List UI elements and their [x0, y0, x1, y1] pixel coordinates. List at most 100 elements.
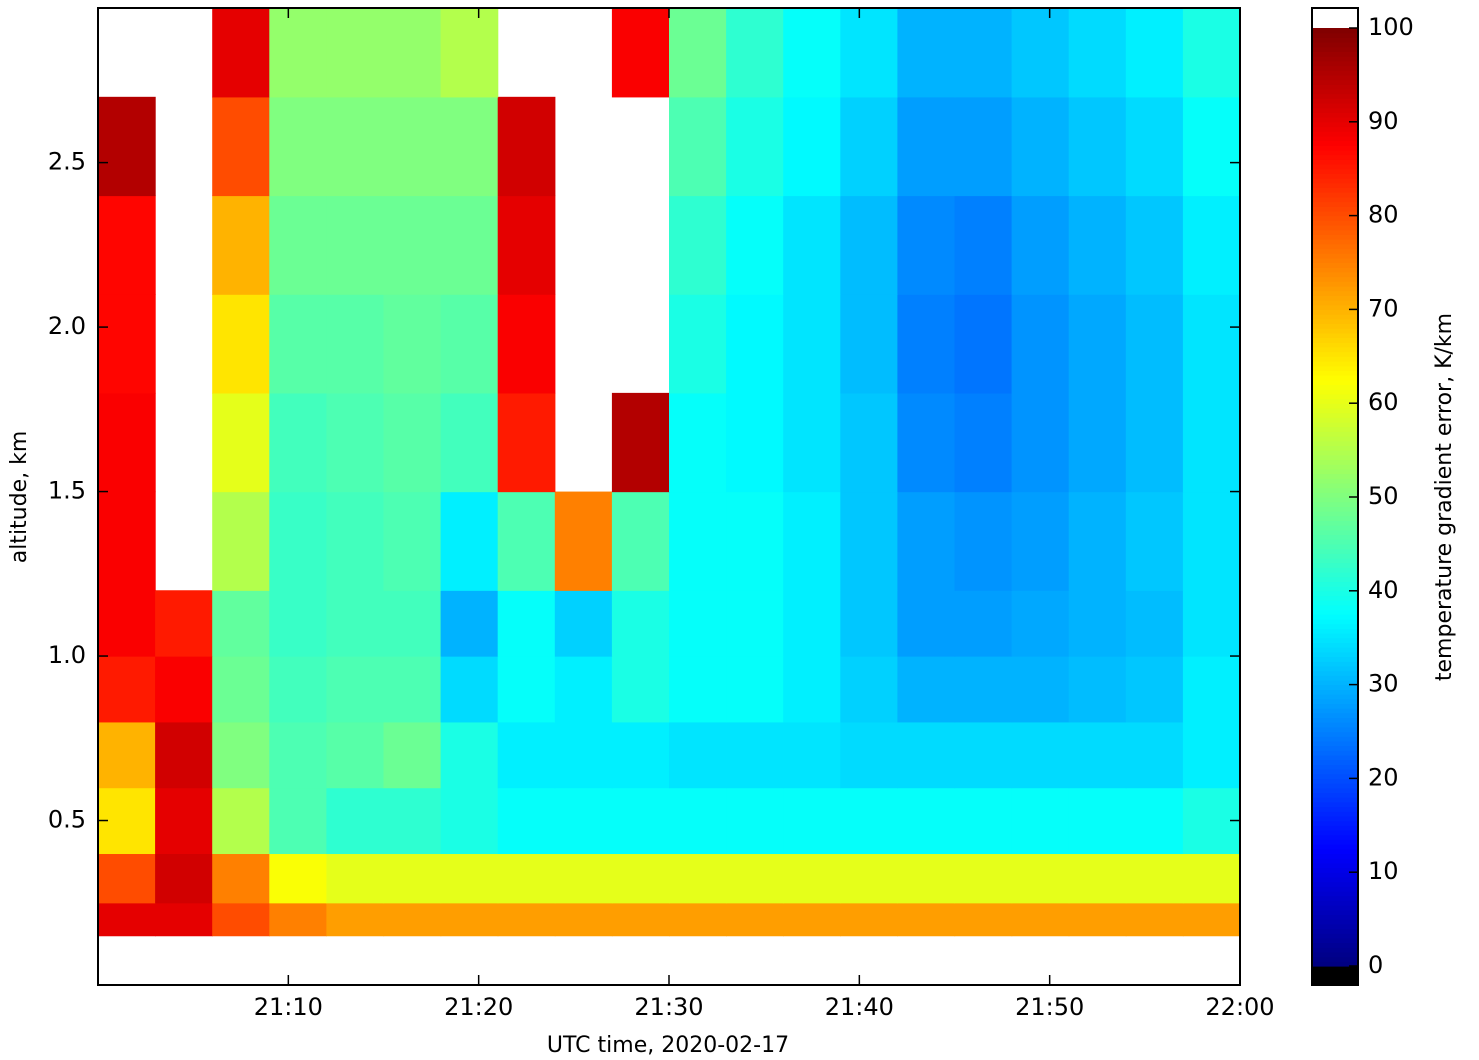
heatmap-cell [897, 656, 956, 723]
heatmap-cell [98, 294, 156, 394]
colorbar-swatch [1312, 895, 1358, 901]
colorbar-swatch [1312, 501, 1358, 507]
heatmap-cell [269, 787, 327, 855]
heatmap-cell [1182, 853, 1241, 904]
colorbar-swatch [1312, 440, 1358, 447]
colorbar-swatch [1312, 529, 1358, 536]
colorbar-tick-label: 30 [1368, 670, 1399, 698]
colorbar-swatch [1312, 84, 1358, 90]
heatmap-cell [326, 294, 385, 394]
heatmap-cell [726, 195, 784, 295]
heatmap-cell [269, 853, 327, 904]
heatmap-cell [497, 294, 556, 394]
heatmap-cell [1182, 590, 1241, 657]
colorbar-swatch [1312, 431, 1358, 437]
colorbar-swatch [1312, 839, 1358, 845]
colorbar-swatch [1312, 595, 1358, 601]
y-axis-label: altitude, km [7, 431, 32, 564]
heatmap-cell [269, 491, 327, 591]
colorbar-swatch [1312, 159, 1358, 165]
heatmap-cell [897, 721, 956, 789]
colorbar-swatch [1312, 210, 1358, 217]
heatmap-cell [783, 853, 841, 904]
heatmap-cell [669, 787, 727, 855]
colorbar-swatch [1312, 201, 1358, 207]
heatmap-cell [1125, 787, 1184, 855]
heatmap-cell [1011, 392, 1070, 493]
colorbar-swatch [1312, 679, 1358, 686]
heatmap-cell [1068, 656, 1127, 723]
heatmap-cell [840, 294, 898, 394]
heatmap-cell [497, 656, 556, 723]
heatmap-cell [383, 787, 442, 855]
colorbar-swatch [1312, 253, 1358, 259]
colorbar-swatch [1312, 764, 1358, 770]
heatmap-cell [726, 392, 784, 493]
colorbar-swatch [1312, 417, 1358, 423]
colorbar-swatch [1312, 562, 1358, 568]
heatmap-cell [726, 656, 784, 723]
heatmap-cell [497, 96, 556, 197]
colorbar-swatch [1312, 164, 1358, 170]
heatmap-cell [497, 902, 556, 937]
colorbar-swatch [1312, 778, 1358, 784]
heatmap-cell [611, 721, 670, 789]
heatmap-cell [669, 656, 727, 723]
colorbar-swatch [1312, 703, 1358, 709]
colorbar-swatch [1312, 520, 1358, 526]
colorbar-swatch [1312, 445, 1358, 451]
heatmap-cell [1068, 590, 1127, 657]
y-tick-label: 1.0 [48, 641, 86, 669]
colorbar-swatch [1312, 46, 1358, 53]
heatmap-cell [497, 195, 556, 295]
heatmap-cell [954, 392, 1013, 493]
colorbar-swatch [1312, 759, 1358, 765]
y-tick-label: 1.5 [48, 477, 86, 505]
heatmap-cell [669, 491, 727, 591]
heatmap-cell [1182, 195, 1241, 295]
colorbar-swatch [1312, 300, 1358, 306]
colorbar-swatch [1312, 262, 1358, 268]
colorbar-swatch [1312, 506, 1358, 512]
heatmap-cell [840, 853, 898, 904]
colorbar: 0 10 20 30 40 50 60 70 80 90 100 [1311, 7, 1414, 986]
colorbar-swatch [1312, 515, 1358, 522]
heatmap-cell [1182, 294, 1241, 394]
heatmap-cell [1125, 721, 1184, 789]
heatmap-cell [954, 656, 1013, 723]
colorbar-swatch [1312, 557, 1358, 564]
colorbar-swatch [1312, 295, 1358, 301]
heatmap-cell [1125, 902, 1184, 937]
colorbar-swatch [1312, 271, 1358, 278]
colorbar-swatch [1312, 74, 1358, 81]
colorbar-swatch [1312, 98, 1358, 104]
heatmap-cell [1125, 491, 1184, 591]
colorbar-swatch [1312, 375, 1358, 381]
heatmap-cell [98, 721, 156, 789]
colorbar-swatch [1312, 717, 1358, 723]
heatmap-cell [783, 8, 841, 98]
heatmap-cell [1011, 195, 1070, 295]
colorbar-swatch [1312, 853, 1358, 859]
colorbar-swatch [1312, 726, 1358, 733]
colorbar-swatch [1312, 492, 1358, 498]
heatmap-cell [611, 902, 670, 937]
heatmap-cell [269, 392, 327, 493]
heatmap-cell [554, 656, 613, 723]
colorbar-swatch [1312, 881, 1358, 887]
heatmap-cell [497, 590, 556, 657]
colorbar-swatch [1312, 750, 1358, 756]
colorbar-swatch [1312, 497, 1358, 503]
colorbar-swatch [1312, 178, 1358, 184]
colorbar-under [1312, 966, 1358, 985]
colorbar-swatch [1312, 145, 1358, 151]
heatmap-cell [1011, 8, 1070, 98]
colorbar-swatch [1312, 365, 1358, 371]
heatmap-cell [897, 491, 956, 591]
x-tick-label: 21:20 [444, 993, 513, 1021]
colorbar-swatch [1312, 745, 1358, 751]
colorbar-swatch [1312, 346, 1358, 353]
colorbar-swatch [1312, 398, 1358, 404]
heatmap-cell [497, 721, 556, 789]
colorbar-swatch [1312, 487, 1358, 493]
